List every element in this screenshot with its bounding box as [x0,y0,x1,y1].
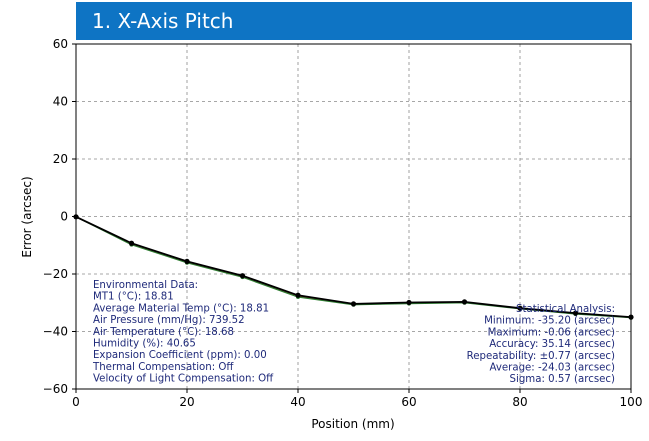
statistic-line: Accuracy: 35.14 (arcsec) [489,339,615,350]
environmental-line: Velocity of Light Compensation: Off [93,374,274,385]
environmental-line: Average Material Temp (°C): 18.81 [93,303,269,314]
environmental-line: Thermal Compensation: Off [92,362,234,373]
environmental-line: Air Temperature (°C): 18.68 [93,327,234,338]
statistic-line: Minimum: -35.20 (arcsec) [484,316,615,327]
y-tick-label: 20 [53,152,68,166]
environmental-line: Environmental Data: [93,280,198,291]
statistic-line: Average: -24.03 (arcsec) [489,363,615,374]
x-tick-label: 20 [179,395,194,409]
data-point [628,314,634,320]
x-tick-label: 40 [290,395,305,409]
x-axis-label: Position (mm) [311,417,394,431]
statistic-line: Maximum: -0.06 (arcsec) [488,327,615,338]
x-tick-label: 0 [72,395,80,409]
chart-title: 1. X-Axis Pitch [92,9,234,33]
environmental-line: Air Pressure (mm/Hg): 739.52 [93,315,245,326]
data-point [517,305,523,311]
data-point [406,299,412,306]
statistic-line: Sigma: 0.57 (arcsec) [510,374,615,385]
data-point [572,310,579,316]
data-point [461,299,468,305]
data-point [73,214,79,220]
environmental-line: Expansion Coefficient (ppm): 0.00 [93,350,267,361]
chart-title-banner: 1. X-Axis Pitch [76,2,632,40]
x-tick-label: 80 [512,395,527,409]
data-point [184,258,190,264]
data-point [239,273,246,279]
data-point [350,301,357,307]
statistic-line: Statistical Analysis: [516,304,615,315]
data-point [128,240,135,246]
environmental-line: MT1 (°C): 18.81 [93,292,174,303]
y-tick-label: −40 [43,325,68,339]
y-tick-label: −20 [43,267,68,281]
y-tick-label: 0 [60,210,68,224]
tick-labels: 0 20 40 60 80 100 60 40 20 0 −20 −40 −60 [43,37,643,409]
data-point [295,292,301,298]
x-tick-label: 100 [620,395,643,409]
y-tick-label: −60 [43,382,68,396]
statistic-line: Repeatability: ±0.77 (arcsec) [467,351,615,362]
environmental-line: Humidity (%): 40.65 [93,339,196,350]
statistical-analysis-block: Statistical Analysis:Minimum: -35.20 (ar… [467,304,615,385]
y-tick-label: 60 [53,37,68,51]
grid-lines [76,44,631,389]
environmental-data-block: Environmental Data:MT1 (°C): 18.81Averag… [92,280,274,385]
y-axis-label: Error (arcsec) [20,176,34,257]
y-tick-label: 40 [53,95,68,109]
data-series [73,214,634,320]
x-tick-label: 60 [401,395,416,409]
